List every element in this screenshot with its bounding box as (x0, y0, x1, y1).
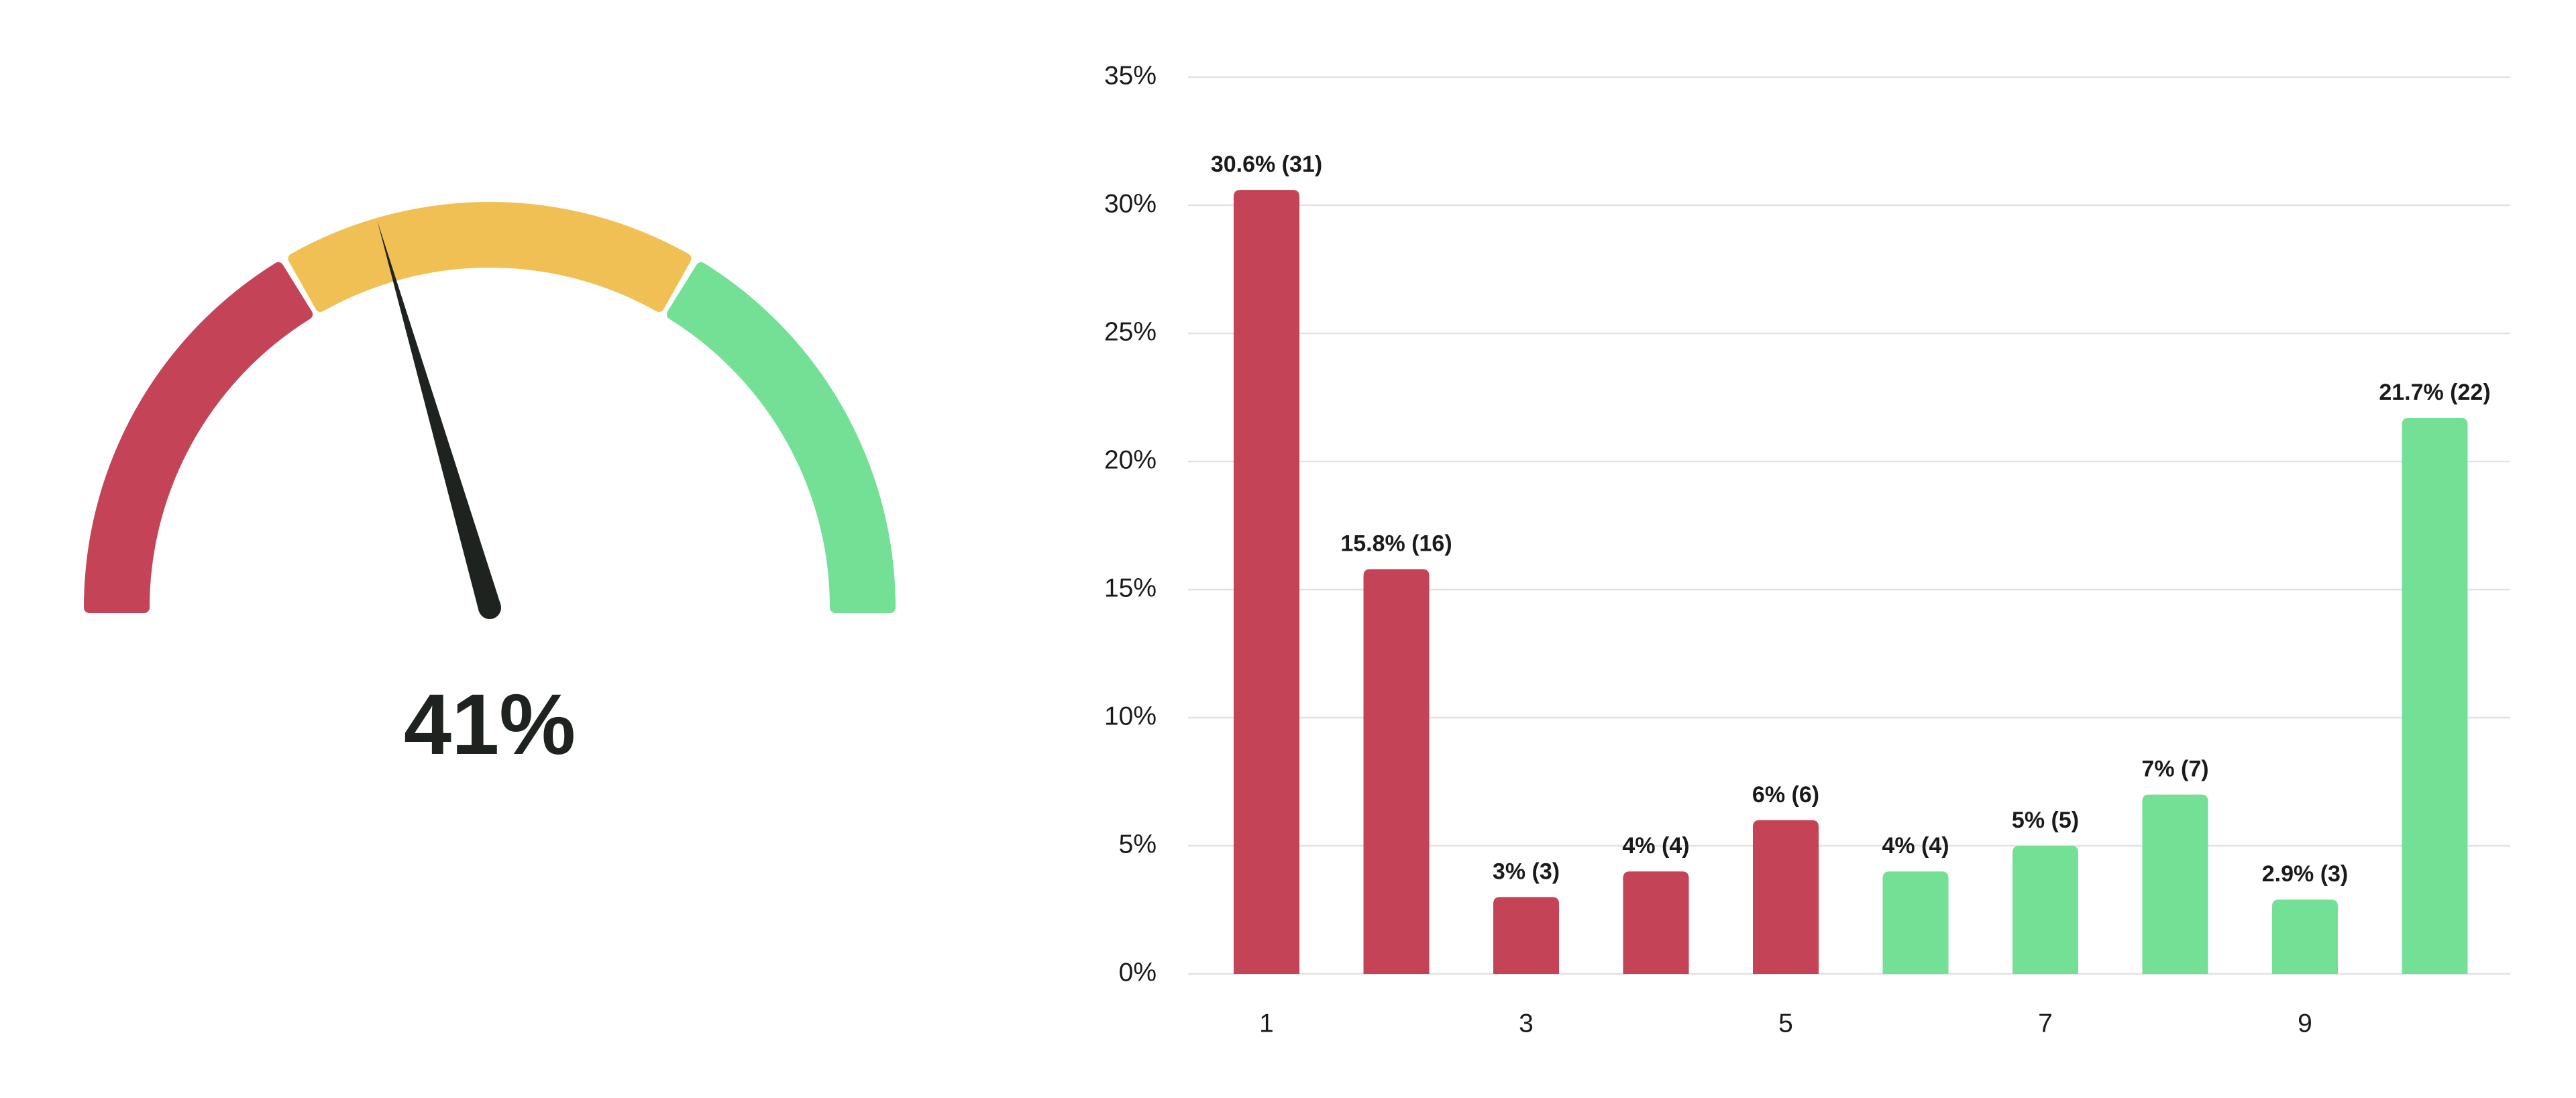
y-tick-label: 10% (1104, 702, 1157, 730)
x-tick-label: 1 (1259, 1009, 1274, 1038)
bar (1493, 897, 1559, 974)
y-tick-label: 20% (1104, 445, 1157, 474)
data-label: 2.9% (3) (2262, 861, 2349, 887)
bar (2402, 418, 2468, 974)
gauge-band (84, 262, 313, 613)
x-tick-label: 7 (2038, 1009, 2053, 1038)
y-tick-label: 35% (1104, 61, 1157, 90)
bar (2012, 846, 2078, 974)
data-label: 30.6% (31) (1211, 152, 1322, 177)
x-tick-label: 3 (1519, 1009, 1534, 1038)
gauge-needle-hub (478, 596, 501, 619)
data-label: 3% (3) (1493, 859, 1560, 884)
data-label: 6% (6) (1752, 782, 1819, 808)
data-label: 4% (4) (1882, 833, 1949, 859)
y-tick-label: 5% (1119, 830, 1157, 859)
y-tick-label: 0% (1119, 958, 1157, 987)
gauge-band (666, 262, 896, 613)
data-label: 21.7% (22) (2379, 380, 2490, 405)
y-tick-label: 25% (1104, 317, 1157, 346)
gauge-needle (377, 221, 501, 611)
x-tick-label: 9 (2298, 1009, 2312, 1038)
gauge-band (288, 202, 692, 313)
data-label: 5% (5) (2012, 808, 2079, 833)
data-label: 15.8% (16) (1340, 531, 1452, 556)
bar (2272, 899, 2338, 974)
bar (1234, 190, 1299, 975)
data-label: 4% (4) (1622, 833, 1689, 859)
gauge-value: 41% (404, 677, 576, 773)
bar (1363, 569, 1430, 974)
bar (1623, 871, 1689, 974)
y-tick-label: 15% (1104, 573, 1157, 602)
bar (1882, 871, 1949, 974)
x-tick-label: 5 (1778, 1009, 1793, 1038)
data-label: 7% (7) (2141, 757, 2208, 782)
y-tick-label: 30% (1104, 189, 1157, 218)
bar (1753, 820, 1819, 974)
bar (2142, 794, 2208, 974)
